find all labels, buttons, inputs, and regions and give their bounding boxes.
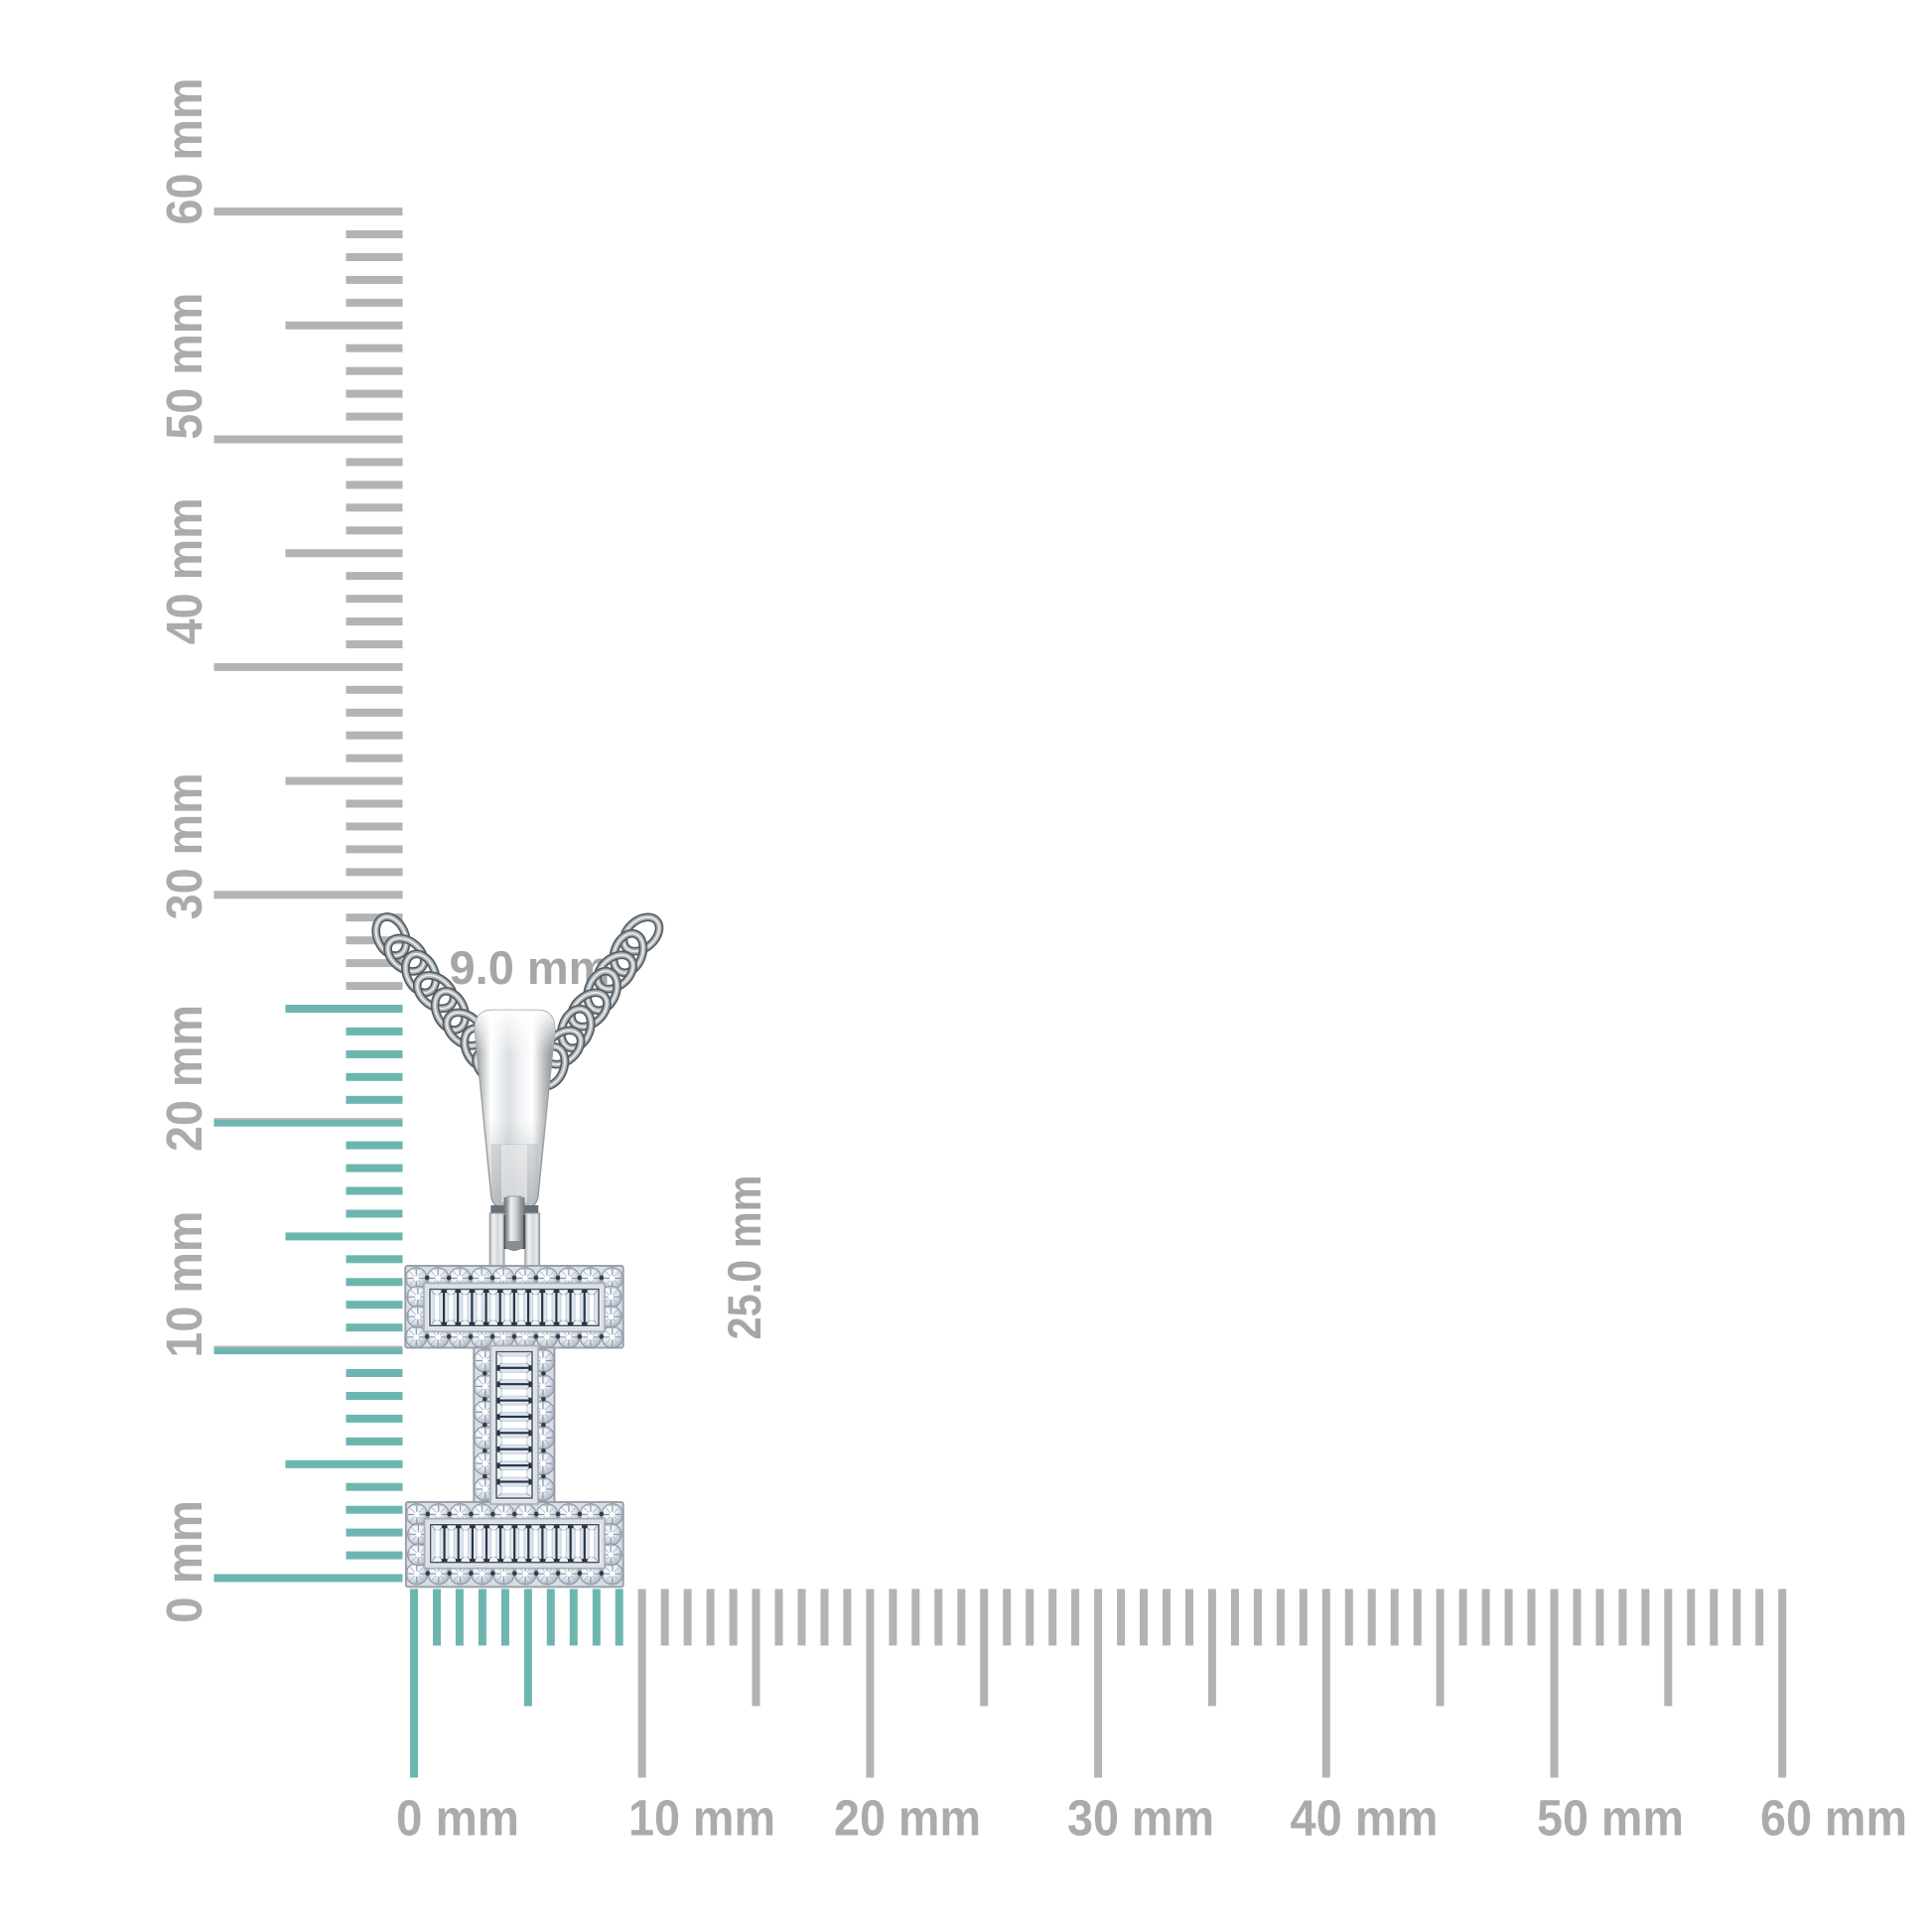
svg-text:30 mm: 30 mm bbox=[156, 772, 212, 919]
svg-text:9.0 mm: 9.0 mm bbox=[450, 941, 611, 994]
svg-text:50 mm: 50 mm bbox=[1537, 1790, 1684, 1847]
svg-text:10 mm: 10 mm bbox=[628, 1790, 775, 1847]
svg-text:40 mm: 40 mm bbox=[1291, 1790, 1439, 1847]
svg-text:0 mm: 0 mm bbox=[396, 1790, 519, 1847]
svg-text:40 mm: 40 mm bbox=[156, 497, 212, 644]
svg-text:0 mm: 0 mm bbox=[156, 1500, 212, 1623]
svg-text:10 mm: 10 mm bbox=[156, 1211, 212, 1358]
svg-text:25.0 mm: 25.0 mm bbox=[718, 1175, 770, 1340]
svg-text:60 mm: 60 mm bbox=[1760, 1790, 1907, 1847]
svg-text:60 mm: 60 mm bbox=[156, 78, 212, 225]
svg-text:20 mm: 20 mm bbox=[834, 1790, 981, 1847]
svg-text:50 mm: 50 mm bbox=[156, 293, 212, 440]
svg-text:30 mm: 30 mm bbox=[1067, 1790, 1214, 1847]
svg-text:20 mm: 20 mm bbox=[156, 1005, 212, 1152]
